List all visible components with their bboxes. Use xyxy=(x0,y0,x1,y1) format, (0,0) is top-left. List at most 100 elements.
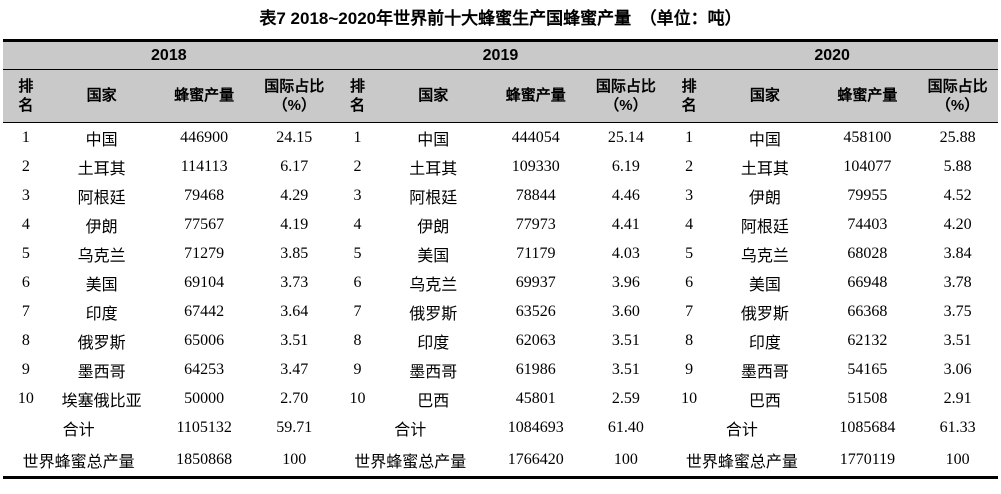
table-row: 4 伊朗 77567 4.19 4 伊朗 77973 4.41 4 阿根廷 74403 4.20 xyxy=(3,210,998,239)
country-cell: 墨西哥 xyxy=(409,363,458,381)
country-cell: 墨西哥 xyxy=(740,363,789,381)
total-share-cell: 59.71 xyxy=(276,419,313,436)
world-share-cell: 100 xyxy=(613,450,638,468)
country-cell: 巴西 xyxy=(417,392,450,410)
column-header: 排 名 xyxy=(3,69,49,123)
country-cell: 中国 xyxy=(417,131,450,149)
rank-cell: 6 xyxy=(685,273,694,291)
year-header-2018: 2018 xyxy=(3,40,335,70)
production-cell: 61986 xyxy=(515,360,556,378)
total-row: 合计 1105132 59.71 合计 1084693 61.40 合计 1085684 61.… xyxy=(3,413,998,443)
column-header: 国际占比 （%） xyxy=(917,69,998,123)
rank-cell: 5 xyxy=(685,244,694,262)
column-header-row: 排 名国家 蜂蜜产量 国际占比 （%）排 名国家 蜂蜜产量 国际占比 （%）排 名国家蜂… xyxy=(3,69,998,123)
country-cell: 巴西 xyxy=(748,392,781,410)
world-label-cell: 世界蜂蜜总产量 xyxy=(685,453,798,471)
rank-cell: 8 xyxy=(353,331,362,349)
rank-cell: 7 xyxy=(353,302,362,320)
rank-cell: 3 xyxy=(353,186,362,204)
table-row: 9 墨西哥 64253 3.47 9 墨西哥 61986 3.51 9 墨西哥 54165 3.06 xyxy=(3,355,998,384)
world-label-cell: 世界蜂蜜总产量 xyxy=(354,453,467,471)
rank-cell: 9 xyxy=(685,360,694,378)
country-cell: 中国 xyxy=(748,131,781,149)
world-label-cell: 世界蜂蜜总产量 xyxy=(22,453,135,471)
rank-cell: 7 xyxy=(21,302,30,320)
share-cell: 5.88 xyxy=(943,157,972,175)
world-production-cell: 1766420 xyxy=(507,450,564,468)
country-cell: 美国 xyxy=(85,276,118,294)
column-header: 排 名 xyxy=(666,69,713,123)
share-cell: 4.46 xyxy=(611,186,640,204)
country-cell: 墨西哥 xyxy=(77,363,126,381)
country-cell: 埃塞俄比亚 xyxy=(61,392,142,410)
production-cell: 104077 xyxy=(843,157,892,175)
table-row: 7 印度 67442 3.64 7 俄罗斯 63526 3.60 7 俄罗斯 66368 3.75 xyxy=(3,297,998,326)
production-cell: 114113 xyxy=(180,157,228,175)
share-cell: 4.03 xyxy=(611,244,640,262)
year-header-row: 2018 2019 2020 xyxy=(3,40,998,70)
share-cell: 3.64 xyxy=(280,302,309,320)
total-production-cell: 1085684 xyxy=(839,419,896,436)
column-header: 国家 xyxy=(380,69,486,123)
share-cell: 3.51 xyxy=(611,331,640,349)
country-cell: 俄罗斯 xyxy=(740,305,789,323)
production-cell: 51508 xyxy=(847,389,888,407)
rank-cell: 2 xyxy=(21,157,30,175)
table-row: 5 乌克兰 71279 3.85 5 美国 71179 4.03 5 乌克兰 68028 3.84 xyxy=(3,239,998,268)
world-share-cell: 100 xyxy=(282,450,307,468)
country-cell: 伊朗 xyxy=(417,218,450,236)
rank-cell: 8 xyxy=(685,331,694,349)
country-cell: 阿根廷 xyxy=(77,189,126,207)
production-cell: 77973 xyxy=(515,215,556,233)
table-row: 10 埃塞俄比亚 50000 2.70 10 巴西 45801 2.59 10 巴西 51508 2.… xyxy=(3,384,998,413)
share-cell: 4.29 xyxy=(280,186,309,204)
country-cell: 美国 xyxy=(748,276,781,294)
column-header: 国家 xyxy=(48,69,155,123)
country-cell: 美国 xyxy=(417,247,450,265)
share-cell: 3.96 xyxy=(611,273,640,291)
production-cell: 69104 xyxy=(184,273,225,291)
production-cell: 45801 xyxy=(515,389,556,407)
country-cell: 伊朗 xyxy=(85,218,118,236)
rank-cell: 10 xyxy=(681,389,698,407)
country-cell: 土耳其 xyxy=(409,160,458,178)
year-header-2019: 2019 xyxy=(334,40,667,70)
column-header: 国际占比 （%） xyxy=(585,69,667,123)
country-cell: 土耳其 xyxy=(77,160,126,178)
production-cell: 67442 xyxy=(184,302,225,320)
table-row: 2 土耳其 114113 6.17 2 土耳其 109330 6.19 2 土耳其 104077 5.… xyxy=(3,152,998,181)
country-cell: 乌克兰 xyxy=(77,247,126,265)
year-header-2020: 2020 xyxy=(666,40,998,70)
production-cell: 62063 xyxy=(515,331,556,349)
share-cell: 3.51 xyxy=(943,331,972,349)
rank-cell: 10 xyxy=(17,389,34,407)
rank-cell: 4 xyxy=(685,215,694,233)
total-label-cell: 合计 xyxy=(394,422,427,439)
production-cell: 69937 xyxy=(515,273,556,291)
total-production-cell: 1105132 xyxy=(176,419,232,436)
country-cell: 伊朗 xyxy=(748,189,781,207)
rank-cell: 5 xyxy=(353,244,362,262)
rank-cell: 4 xyxy=(21,215,30,233)
share-cell: 3.78 xyxy=(943,273,972,291)
country-cell: 俄罗斯 xyxy=(409,305,458,323)
share-cell: 24.15 xyxy=(276,128,313,146)
share-cell: 25.14 xyxy=(607,128,644,146)
share-cell: 6.19 xyxy=(611,157,640,175)
share-cell: 3.75 xyxy=(943,302,972,320)
table-row: 3 阿根廷 79468 4.29 3 阿根廷 78844 4.46 3 伊朗 79955 4.52 xyxy=(3,181,998,210)
country-cell: 中国 xyxy=(85,131,118,149)
production-cell: 71179 xyxy=(516,244,556,262)
share-cell: 2.91 xyxy=(943,389,972,407)
share-cell: 3.51 xyxy=(611,360,640,378)
rank-cell: 1 xyxy=(685,128,694,146)
rank-cell: 9 xyxy=(21,360,30,378)
rank-cell: 5 xyxy=(21,244,30,262)
share-cell: 3.85 xyxy=(280,244,309,262)
share-cell: 4.20 xyxy=(943,215,972,233)
production-cell: 74403 xyxy=(847,215,888,233)
country-cell: 印度 xyxy=(748,334,781,352)
rank-cell: 7 xyxy=(685,302,694,320)
production-cell: 458100 xyxy=(843,128,892,146)
